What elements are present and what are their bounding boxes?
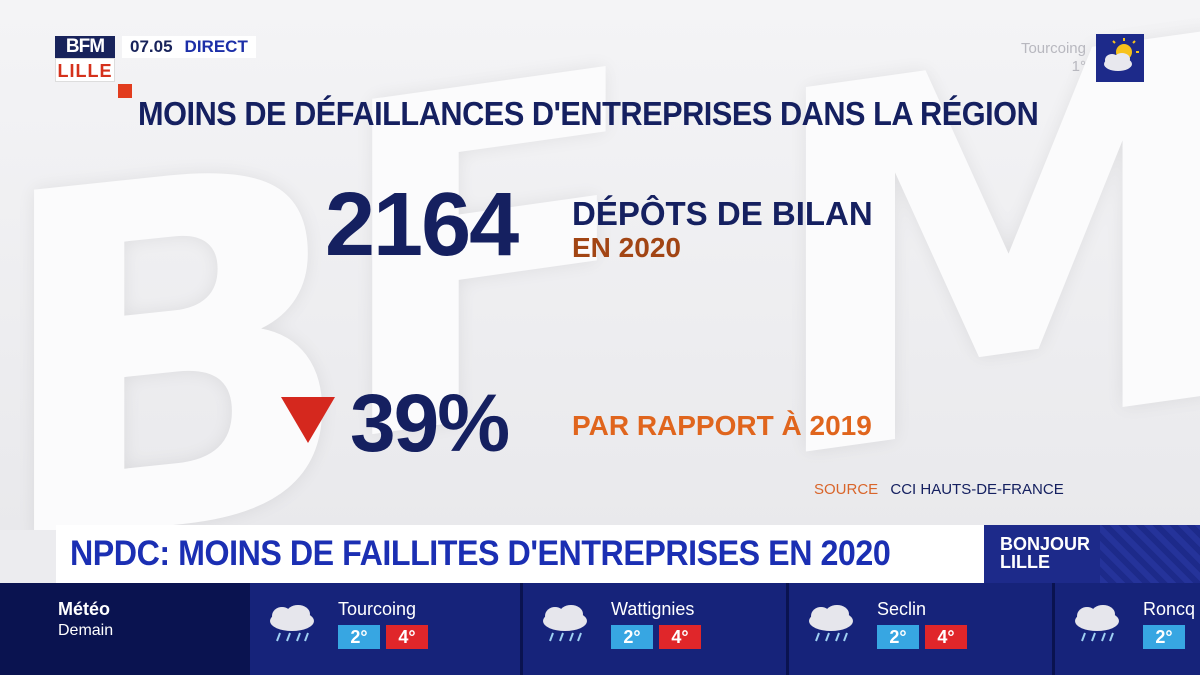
weather-min-temp: 2°: [338, 625, 380, 649]
weather-city: Tourcoing: [338, 599, 417, 619]
rain-cloud-icon: [1075, 605, 1119, 642]
show-name-line1: BONJOUR: [1000, 534, 1091, 554]
weather-subtitle: Demain: [58, 622, 114, 639]
weather-strip-title: Météo Demain: [0, 583, 190, 675]
accent-square: [118, 84, 132, 98]
weather-city: Wattignies: [611, 599, 695, 619]
background-watermark: B F M: [0, 0, 1200, 530]
weather-cell: Roncq 2°: [1052, 583, 1200, 675]
source-line: SOURCE CCI HAUTS-DE-FRANCE: [814, 481, 1064, 498]
time-badge: 07.05 DIRECT: [122, 36, 256, 58]
weather-title: Météo: [58, 599, 111, 619]
live-label: DIRECT: [184, 37, 248, 56]
rain-cloud-icon: [270, 605, 314, 642]
change-label: PAR RAPPORT À 2019: [572, 410, 872, 441]
top-weather: Tourcoing 1°: [1021, 34, 1144, 82]
top-weather-city: Tourcoing: [1020, 40, 1086, 57]
weather-cell: Wattignies 2° 4°: [520, 583, 786, 675]
weather-max-temp: 4°: [386, 625, 428, 649]
weather-max-temp: 4°: [925, 625, 967, 649]
logo-top-text: BFM: [55, 36, 115, 58]
rain-cloud-icon: [543, 605, 587, 642]
rain-cloud-icon: [809, 605, 853, 642]
weather-min-temp: 2°: [611, 625, 653, 649]
weather-cell: Seclin 2° 4°: [786, 583, 1052, 675]
down-triangle-icon: [281, 397, 335, 443]
graphic-headline: MOINS DE DÉFAILLANCES D'ENTREPRISES DANS…: [138, 95, 1039, 132]
weather-min-temp: 2°: [1143, 625, 1185, 649]
filings-count: 2164: [325, 175, 519, 275]
weather-min-temp: 2°: [877, 625, 919, 649]
top-weather-temp: 1°: [1071, 58, 1086, 75]
weather-city: Seclin: [877, 599, 927, 619]
sun-cloud-icon: [1096, 34, 1144, 82]
source-value: CCI HAUTS-DE-FRANCE: [890, 481, 1064, 498]
clock-time: 07.05: [130, 37, 173, 56]
show-name-line2: LILLE: [1000, 552, 1050, 572]
weather-city: Roncq: [1143, 599, 1196, 619]
filings-label: DÉPÔTS DE BILAN: [572, 195, 873, 232]
news-banner: NPDC: MOINS DE FAILLITES D'ENTREPRISES E…: [56, 525, 984, 583]
source-label: SOURCE: [814, 481, 879, 498]
logo-bottom-text: LILLE: [55, 58, 115, 82]
weather-strip: Météo Demain Tourcoing 2° 4° Wattignies …: [0, 583, 1200, 675]
change-percent: 39%: [350, 378, 510, 469]
banner-headline: NPDC: MOINS DE FAILLITES D'ENTREPRISES E…: [70, 534, 891, 573]
weather-max-temp: 4°: [659, 625, 701, 649]
channel-logo: BFM LILLE: [55, 36, 115, 82]
filings-year: EN 2020: [572, 232, 681, 263]
weather-cell: Tourcoing 2° 4°: [190, 583, 520, 675]
show-tag: BONJOUR LILLE: [984, 525, 1200, 583]
